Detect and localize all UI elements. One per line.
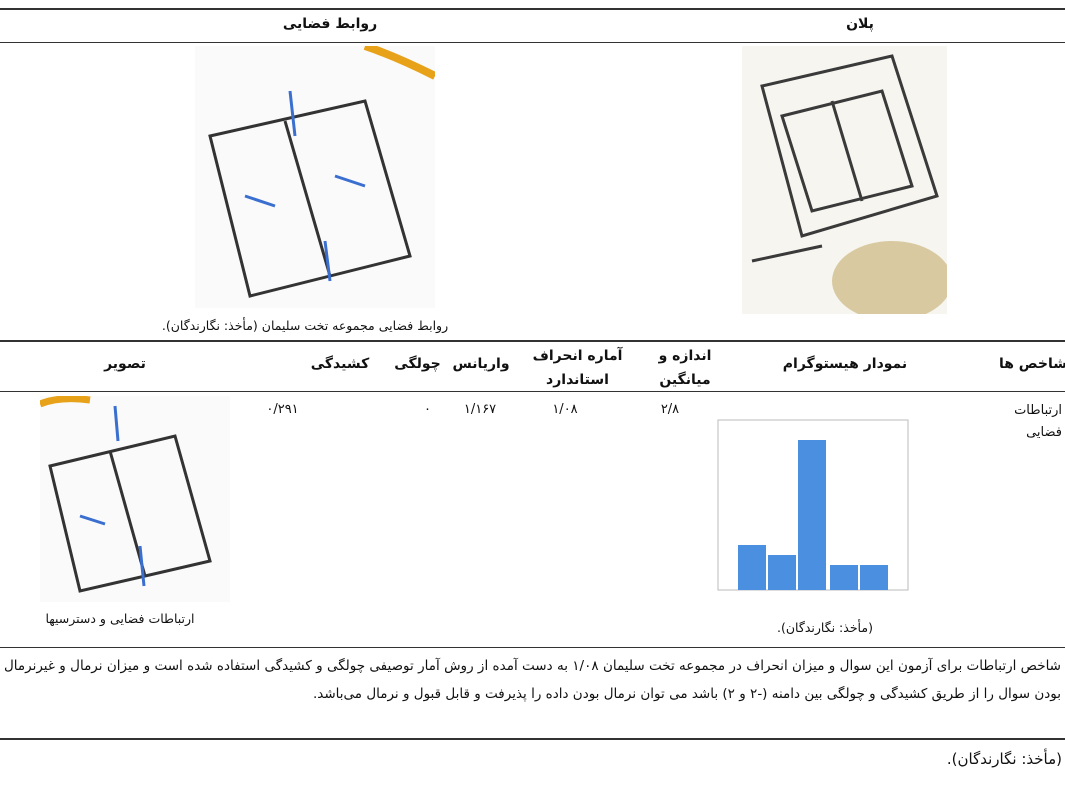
skewness: ۰ [424,402,431,417]
source: (مأخذ: نگارندگان). [946,750,1062,768]
paragraph: شاخص ارتباطات برای آزمون این سوال و میزا… [4,658,1061,702]
plan-image [742,46,947,314]
column-header: واریانس [452,356,510,372]
rule [0,340,1065,342]
histogram-image [700,398,950,603]
std-dev: ۱/۰۸ [552,402,578,417]
rule [0,391,1065,392]
row-image [40,396,230,602]
column-header: کشیدگی [310,356,370,372]
image-caption: ارتباطات فضایی و دسترسیها [45,611,195,626]
variance: ۱/۱۶۷ [463,402,497,417]
mean: ۲/۸ [660,402,680,417]
column-header: چولگی [394,356,441,372]
column-header: تصویر [104,356,146,372]
column-header: آماره انحراف استاندارد [532,348,623,388]
column-header: نمودار هیستوگرام [782,356,908,372]
rule [0,8,1065,10]
rule [0,647,1065,648]
figure-caption: روابط فضایی مجموعه تخت سلیمان (مأخذ: نگا… [161,318,449,333]
column-header: اندازه و میانگین [658,348,712,388]
relations-image [195,46,435,308]
header-relations: روابط فضایی [282,16,378,32]
kurtosis: ۰/۲۹۱ [266,402,299,417]
header-plan: پلان [846,16,874,32]
row-label: ارتباطات فضایی [1014,403,1062,440]
rule [0,738,1065,740]
column-header: شاخص ها [998,356,1065,372]
histogram-caption: (مأخذ: نگارندگان). [777,620,873,635]
rule [0,42,1065,43]
